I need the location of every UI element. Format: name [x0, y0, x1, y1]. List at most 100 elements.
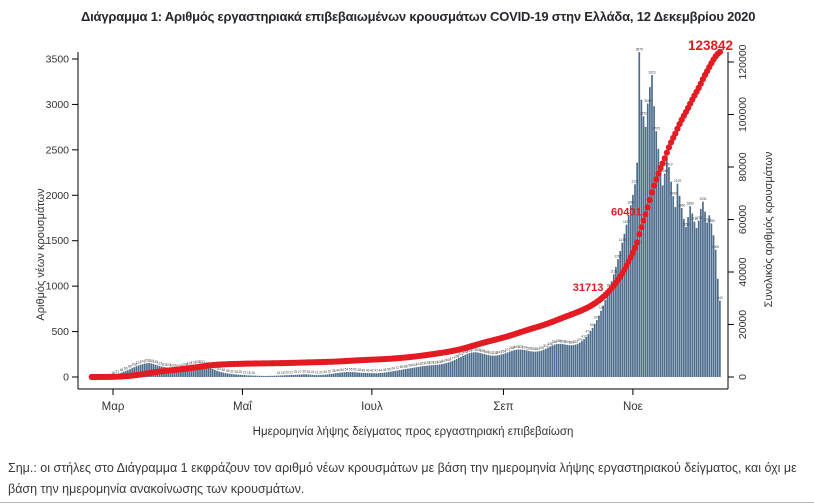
svg-text:1677: 1677	[623, 220, 630, 224]
svg-text:42: 42	[370, 369, 374, 373]
svg-text:48: 48	[222, 368, 226, 372]
svg-text:281: 281	[535, 347, 541, 351]
svg-text:235: 235	[492, 351, 498, 355]
svg-text:356: 356	[552, 340, 558, 344]
svg-text:44: 44	[336, 368, 340, 372]
svg-text:61: 61	[217, 367, 221, 371]
svg-text:48: 48	[120, 368, 124, 372]
svg-text:147: 147	[441, 359, 447, 363]
svg-text:312: 312	[543, 344, 549, 348]
svg-text:241: 241	[497, 351, 503, 355]
svg-text:3323: 3323	[648, 71, 655, 75]
svg-text:1479: 1479	[619, 238, 626, 242]
chart-area: 18 31 48 66 86 108 127 142 152 150 135 121 110 103 100…	[0, 30, 814, 445]
svg-text:152: 152	[144, 359, 150, 363]
svg-text:38: 38	[332, 369, 336, 373]
svg-text:44: 44	[379, 368, 383, 372]
svg-text:198: 198	[454, 354, 460, 358]
svg-text:103: 103	[166, 363, 172, 367]
svg-text:1880: 1880	[687, 202, 694, 206]
svg-text:16: 16	[251, 371, 255, 375]
svg-text:350: 350	[569, 341, 575, 345]
cumulative-dots-line	[88, 48, 723, 381]
svg-text:127: 127	[136, 361, 142, 365]
svg-text:137: 137	[199, 360, 205, 364]
svg-text:1720: 1720	[695, 216, 702, 220]
svg-text:Μαΐ: Μαΐ	[233, 401, 253, 413]
svg-text:30: 30	[302, 370, 306, 374]
svg-text:48: 48	[357, 368, 361, 372]
svg-text:2000: 2000	[46, 190, 70, 202]
svg-text:287: 287	[526, 346, 532, 350]
svg-text:104: 104	[412, 363, 418, 367]
svg-text:160: 160	[446, 358, 452, 362]
svg-text:138: 138	[195, 360, 201, 364]
svg-text:40000: 40000	[737, 257, 749, 286]
svg-text:112: 112	[416, 362, 421, 366]
svg-text:45: 45	[362, 368, 366, 372]
svg-text:1710: 1710	[691, 217, 698, 221]
svg-text:1990: 1990	[670, 192, 677, 196]
cumulative-annotations: 31713 60401	[573, 206, 642, 293]
svg-text:120000: 120000	[737, 44, 749, 79]
svg-text:64: 64	[391, 367, 395, 371]
svg-text:26: 26	[323, 370, 327, 374]
axis-spines	[77, 52, 729, 390]
axis-ticks-and-labels: 0 500 1000 1500 2000 2500 3000 3500 0 20000 40000 6…	[35, 44, 775, 438]
svg-text:246: 246	[484, 350, 490, 354]
svg-text:Συνολικός αριθμός κρουσμάτων: Συνολικός αριθμός κρουσμάτων	[763, 151, 775, 307]
svg-text:50: 50	[340, 368, 344, 372]
svg-text:142: 142	[140, 360, 146, 364]
svg-text:1000: 1000	[46, 281, 70, 293]
svg-text:108: 108	[132, 363, 138, 367]
svg-text:129: 129	[429, 361, 435, 365]
svg-text:Μαρ: Μαρ	[102, 401, 125, 413]
svg-text:20: 20	[285, 371, 289, 375]
svg-text:258: 258	[480, 349, 486, 353]
svg-text:32: 32	[230, 370, 234, 374]
svg-text:60000: 60000	[737, 205, 749, 234]
svg-text:471: 471	[586, 330, 592, 334]
svg-text:300: 300	[514, 345, 520, 349]
svg-text:280: 280	[531, 347, 537, 351]
bottom-divider	[0, 502, 814, 503]
svg-text:729: 729	[598, 306, 604, 310]
svg-text:138: 138	[437, 360, 443, 364]
svg-text:2129: 2129	[674, 179, 681, 183]
svg-text:80: 80	[400, 365, 404, 369]
svg-text:2121: 2121	[631, 180, 638, 184]
svg-text:297: 297	[522, 345, 528, 349]
svg-text:1131: 1131	[610, 270, 617, 274]
svg-text:72: 72	[396, 366, 400, 370]
svg-text:56: 56	[387, 367, 391, 371]
svg-text:3000: 3000	[46, 99, 70, 111]
svg-text:237: 237	[488, 351, 494, 355]
svg-text:362: 362	[560, 340, 566, 344]
svg-text:840: 840	[717, 296, 723, 300]
svg-text:2870: 2870	[640, 112, 647, 116]
svg-text:21: 21	[315, 371, 319, 375]
svg-text:3500: 3500	[46, 54, 70, 66]
svg-text:28: 28	[306, 370, 310, 374]
svg-text:Νοε: Νοε	[623, 401, 643, 413]
svg-text:245: 245	[463, 350, 469, 354]
svg-text:96: 96	[408, 364, 412, 368]
svg-text:18: 18	[281, 371, 285, 375]
svg-text:31713: 31713	[573, 282, 604, 294]
svg-text:25: 25	[239, 370, 243, 374]
svg-text:150: 150	[149, 359, 155, 363]
svg-text:272: 272	[471, 348, 477, 352]
svg-text:125: 125	[424, 361, 430, 365]
svg-text:1891: 1891	[627, 201, 634, 205]
svg-text:1500: 1500	[46, 235, 70, 247]
svg-text:357: 357	[573, 340, 579, 344]
svg-text:354: 354	[564, 340, 570, 344]
svg-text:981: 981	[607, 283, 613, 287]
svg-text:541: 541	[590, 323, 596, 327]
svg-text:292: 292	[539, 346, 545, 350]
svg-text:95: 95	[179, 364, 183, 368]
svg-text:288: 288	[509, 346, 515, 350]
svg-text:269: 269	[475, 348, 481, 352]
svg-text:55: 55	[349, 367, 353, 371]
svg-text:500: 500	[51, 326, 69, 338]
